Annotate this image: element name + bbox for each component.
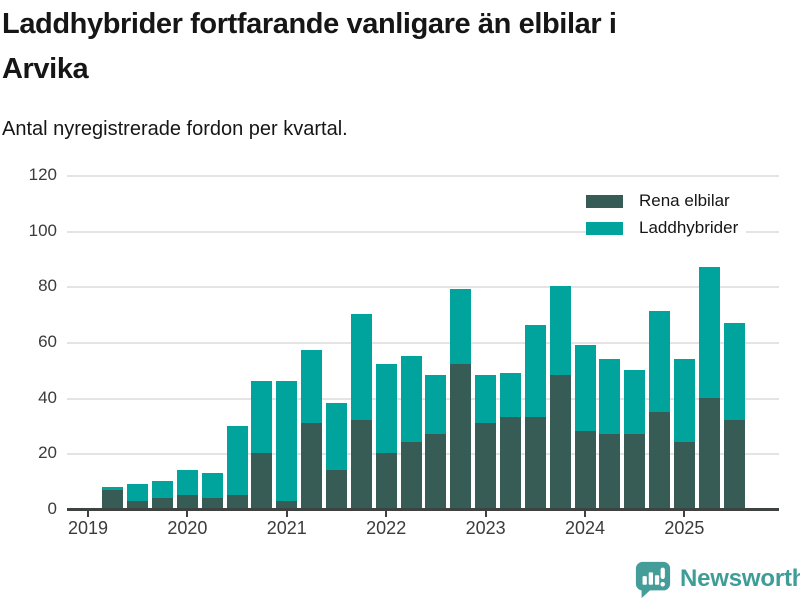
y-axis-tick-label: 80 <box>38 276 57 296</box>
gridline-20 <box>67 453 779 456</box>
y-axis-tick-label: 60 <box>38 332 57 351</box>
bar-segment-laddhybrider <box>649 311 671 412</box>
gridline-80 <box>67 286 779 289</box>
legend-label-rena-elbilar: Rena elbilar <box>639 191 730 210</box>
y-axis-tick-label: 40 <box>38 387 57 407</box>
bar-segment-rena-elbilar <box>524 417 546 509</box>
bar-segment-rena-elbilar <box>276 500 298 509</box>
y-axis-tick-label: 20 <box>38 443 57 463</box>
x-axis-tick-label: 2022 <box>366 518 407 538</box>
bar-segment-laddhybrider <box>475 375 497 423</box>
bar-segment-rena-elbilar <box>375 453 397 509</box>
gridline-100 <box>67 230 779 233</box>
bar-segment-laddhybrider <box>201 472 223 498</box>
bar-segment-rena-elbilar <box>102 489 124 509</box>
title-line-1: Laddhybrider fortfarande vanligare än el… <box>2 8 617 40</box>
bar-segment-laddhybrider <box>276 380 298 501</box>
x-axis-tick <box>87 511 89 517</box>
bar-segment-rena-elbilar <box>574 431 596 509</box>
bar-segment-rena-elbilar <box>251 453 273 509</box>
bar-segment-laddhybrider <box>574 344 596 432</box>
y-axis-tick-label: 100 <box>28 220 57 240</box>
bar-segment-rena-elbilar <box>201 497 223 509</box>
bar-segment-laddhybrider <box>425 375 447 434</box>
bar-segment-rena-elbilar <box>450 364 472 509</box>
newsworthy-logo-icon <box>635 561 671 598</box>
x-axis-tick-label: 2024 <box>564 518 606 538</box>
bar-segment-rena-elbilar <box>152 497 174 509</box>
bar-segment-laddhybrider <box>698 266 720 398</box>
bar-segment-rena-elbilar <box>127 500 149 509</box>
bar-segment-rena-elbilar <box>549 375 571 509</box>
x-axis-tick-label: 2019 <box>67 518 109 538</box>
bar-segment-laddhybrider <box>375 364 397 454</box>
bar-segment-laddhybrider <box>450 289 472 365</box>
bar-segment-laddhybrider <box>400 355 422 443</box>
bar-segment-laddhybrider <box>524 325 546 418</box>
chart-subtitle: Antal nyregistrerade fordon per kvartal. <box>2 118 348 140</box>
page-title: Laddhybrider fortfarande vanligare än el… <box>2 2 794 92</box>
bar-segment-laddhybrider <box>499 372 521 418</box>
bar-segment-laddhybrider <box>152 481 174 498</box>
legend-label-laddhybrider: Laddhybrider <box>639 218 739 237</box>
bar-segment-laddhybrider <box>127 483 149 501</box>
x-axis-tick <box>683 511 686 517</box>
bar-segment-laddhybrider <box>599 358 621 434</box>
gridline-40 <box>67 397 779 400</box>
bar-segment-laddhybrider <box>251 380 273 454</box>
bar-segment-rena-elbilar <box>326 470 347 509</box>
bar-segment-laddhybrider <box>102 486 124 490</box>
bar-segment-rena-elbilar <box>723 419 745 509</box>
bar-segment-rena-elbilar <box>499 417 521 509</box>
legend-item-rena-elbilar: Rena elbilar <box>586 190 738 212</box>
bar-segment-laddhybrider <box>301 350 323 423</box>
bar-segment-rena-elbilar <box>425 433 447 509</box>
x-axis-tick-label: 2021 <box>266 518 307 538</box>
gridline-120 <box>67 175 779 177</box>
brand-name: Newsworthy <box>680 565 800 592</box>
brand-footer: Newsworthy <box>634 560 800 598</box>
gridline-60 <box>67 342 779 344</box>
bar-segment-rena-elbilar <box>673 442 695 509</box>
legend-item-laddhybrider: Laddhybrider <box>586 217 747 239</box>
bar-segment-laddhybrider <box>176 470 198 496</box>
bar-segment-rena-elbilar <box>400 442 422 509</box>
x-axis-tick-label: 2020 <box>167 518 208 538</box>
x-axis-line <box>67 508 779 511</box>
y-axis-tick-label: 0 <box>47 499 57 518</box>
bar-segment-laddhybrider <box>350 314 372 420</box>
bar-segment-rena-elbilar <box>226 495 248 509</box>
x-axis-tick-label: 2023 <box>465 518 506 538</box>
x-axis-tick <box>186 511 189 517</box>
legend-swatch-laddhybrider <box>586 221 623 235</box>
x-axis-tick <box>484 511 487 517</box>
bar-segment-rena-elbilar <box>698 397 720 509</box>
bar-segment-laddhybrider <box>673 358 695 443</box>
bar-segment-laddhybrider <box>326 403 347 471</box>
x-axis-tick <box>584 511 586 517</box>
y-axis-tick-label: 120 <box>28 165 57 184</box>
bar-segment-rena-elbilar <box>475 422 497 509</box>
title-line-2: Arvika <box>2 53 89 85</box>
bar-segment-laddhybrider <box>549 286 571 376</box>
bar-segment-rena-elbilar <box>176 495 198 509</box>
legend-swatch-rena-elbilar <box>586 194 623 208</box>
x-axis-tick <box>285 511 288 517</box>
bar-segment-rena-elbilar <box>599 433 621 509</box>
bar-segment-rena-elbilar <box>301 422 323 509</box>
bar-segment-laddhybrider <box>723 322 745 420</box>
bar-segment-rena-elbilar <box>624 433 646 509</box>
x-axis-tick <box>385 511 388 517</box>
x-axis-tick-label: 2025 <box>664 518 705 538</box>
bar-segment-laddhybrider <box>624 369 646 434</box>
plot-area <box>67 175 779 509</box>
bar-segment-rena-elbilar <box>649 411 671 509</box>
bar-segment-rena-elbilar <box>350 419 372 509</box>
bar-segment-laddhybrider <box>226 425 248 496</box>
